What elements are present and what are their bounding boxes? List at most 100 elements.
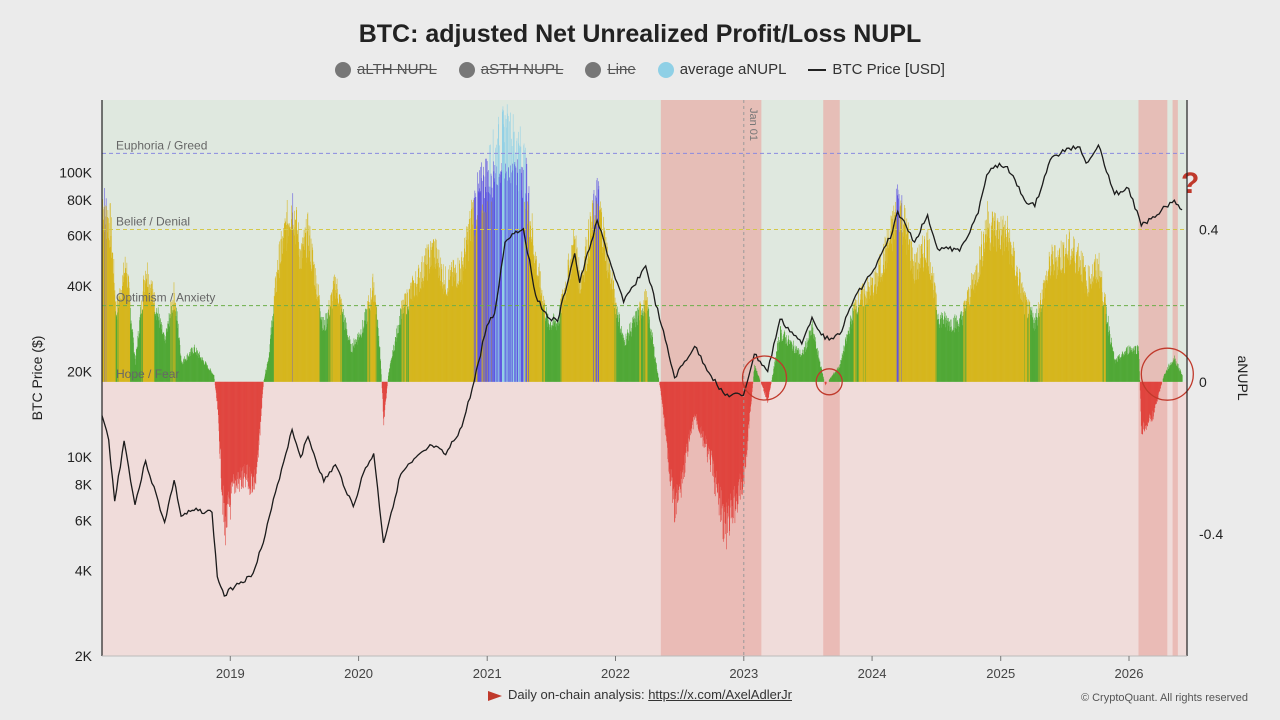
anupl-bar [650,337,652,382]
anupl-bar [699,381,701,434]
anupl-bar [572,268,573,382]
anupl-bar [168,323,169,382]
anupl-bar [703,381,704,441]
legend-item[interactable]: aSTH NUPL [458,61,563,78]
legend-item[interactable]: BTC Price [USD] [808,61,945,78]
legend-item[interactable]: aLTH NUPL [335,61,437,78]
anupl-bar [382,381,384,399]
anupl-bar [977,282,978,382]
anupl-bar [204,361,206,382]
anupl-bar [931,273,933,382]
anupl-bar [914,283,916,382]
anupl-bar [450,270,451,382]
anupl-bar [732,381,733,518]
line-marker-icon [808,68,827,71]
anupl-bar [688,381,689,439]
anupl-bar [297,234,298,382]
anupl-bar [275,276,276,382]
anupl-bar [135,356,137,382]
anupl-bar [446,295,447,382]
anupl-bar [449,276,451,382]
anupl-bar [1132,351,1134,382]
anupl-bar [866,303,867,382]
anupl-bar [416,295,418,382]
anupl-bar [948,321,950,382]
anupl-bar [690,381,691,436]
anupl-bar [642,312,644,382]
anupl-bar [170,300,172,382]
anupl-bar [371,302,372,382]
anupl-bar [842,350,844,382]
anupl-bar [217,381,218,410]
anupl-bar [1107,323,1109,382]
anupl-bar [419,277,420,382]
anupl-bar [283,227,284,382]
anupl-bar [454,268,455,382]
anupl-bar [274,278,276,382]
anupl-bar [622,337,623,382]
anupl-bar [742,381,743,490]
anupl-bar [1073,236,1075,382]
anupl-bar [244,381,245,474]
anupl-bar [402,299,404,382]
anupl-bar [205,362,207,382]
anupl-bar [378,341,379,382]
anupl-bar [342,311,343,382]
anupl-bar [641,310,643,382]
anupl-bar [810,334,812,382]
anupl-bar [614,297,616,382]
anupl-bar [512,114,514,382]
anupl-bar [703,381,704,432]
anupl-bar [888,245,889,382]
anupl-bar [194,348,195,382]
anupl-bar [590,233,591,382]
anupl-bar [265,369,266,382]
anupl-bar [858,307,859,382]
anupl-bar [791,341,792,382]
legend-item[interactable]: average aNUPL [657,61,786,78]
anupl-bar [1003,226,1005,382]
anupl-bar [1023,292,1025,382]
anupl-bar [532,228,534,382]
anupl-bar [279,277,281,382]
anupl-bar [1159,381,1161,389]
anupl-bar [469,241,471,382]
footer-link[interactable]: https://x.com/AxelAdlerJr [648,687,792,702]
anupl-bar [180,355,181,382]
anupl-bar [205,362,206,382]
anupl-bar [405,301,406,382]
anupl-bar [164,334,165,382]
anupl-bar [395,337,396,382]
anupl-bar [412,301,414,382]
anupl-bar [934,297,935,382]
anupl-bar [516,138,518,382]
anupl-bar [561,313,562,382]
anupl-bar [384,381,386,405]
anupl-bar [1104,292,1105,382]
anupl-bar [245,381,247,475]
anupl-bar [861,287,862,382]
anupl-bar [729,381,730,536]
anupl-bar [206,363,207,382]
anupl-bar [923,252,925,382]
anupl-bar [689,381,690,440]
anupl-bar [356,341,358,382]
anupl-bar [734,381,735,497]
anupl-bar [973,274,974,382]
anupl-bar [1165,370,1167,382]
anupl-bar [1167,369,1169,382]
anupl-bar [1100,277,1102,382]
anupl-bar [692,381,694,430]
anupl-bar [783,334,784,382]
anupl-bar [551,327,553,382]
anupl-bar [1014,275,1016,382]
anupl-bar [521,172,522,382]
anupl-bar [334,274,335,382]
anupl-bar [450,271,452,382]
anupl-bar [685,381,687,454]
anupl-bar [733,381,735,498]
anupl-bar [955,328,956,382]
anupl-bar [186,360,187,382]
legend-item[interactable]: Line [585,61,636,78]
anupl-bar [818,359,819,382]
